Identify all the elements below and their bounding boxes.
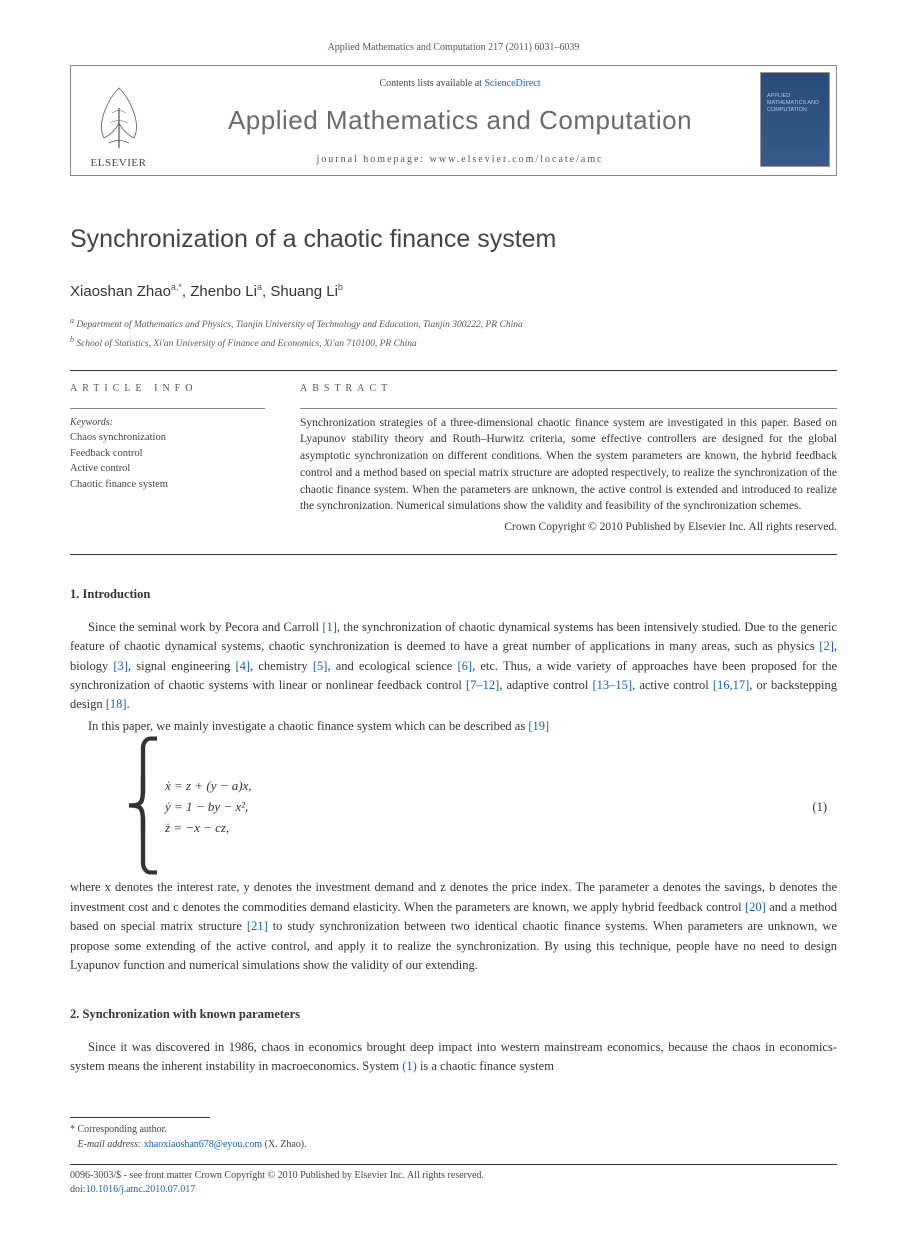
- article-title: Synchronization of a chaotic finance sys…: [70, 221, 837, 259]
- t: is a chaotic finance system: [417, 1059, 554, 1073]
- t: where x denotes the interest rate, y den…: [70, 880, 837, 913]
- publisher-logo-col: ELSEVIER: [71, 66, 166, 175]
- journal-name: Applied Mathematics and Computation: [170, 101, 750, 140]
- header-mid: Contents lists available at ScienceDirec…: [166, 66, 754, 175]
- section-2-head: 2. Synchronization with known parameters: [70, 1005, 837, 1024]
- t: .: [127, 697, 130, 711]
- corresponding-author: * Corresponding author.: [70, 1122, 837, 1137]
- eq-line-2: ẏ = 1 − by − x²,: [165, 797, 252, 818]
- abstract-head: ABSTRACT: [300, 381, 837, 396]
- author-1: Xiaoshan Zhao: [70, 283, 171, 300]
- cite-2[interactable]: [2]: [819, 639, 834, 653]
- keyword-2: Feedback control: [70, 446, 265, 462]
- s2-p1: Since it was discovered in 1986, chaos i…: [70, 1038, 837, 1077]
- keyword-4: Chaotic finance system: [70, 477, 265, 493]
- intro-p1: Since the seminal work by Pecora and Car…: [70, 618, 837, 715]
- affil-b-sup: b: [70, 335, 74, 344]
- contents-prefix: Contents lists available at: [379, 78, 484, 89]
- cite-6[interactable]: [6]: [457, 659, 472, 673]
- t: In this paper, we mainly investigate a c…: [88, 719, 528, 733]
- abstract-copyright: Crown Copyright © 2010 Published by Else…: [300, 519, 837, 536]
- intro-p2: In this paper, we mainly investigate a c…: [70, 717, 837, 736]
- cite-1[interactable]: [1]: [322, 620, 337, 634]
- affiliation-a: a Department of Mathematics and Physics,…: [70, 315, 837, 332]
- affil-b-text: School of Statistics, Xi'an University o…: [76, 340, 416, 350]
- t: Since the seminal work by Pecora and Car…: [88, 620, 322, 634]
- affil-a-sup: a: [70, 316, 74, 325]
- cite-7-12[interactable]: [7–12]: [466, 678, 499, 692]
- doi-link[interactable]: 10.1016/j.amc.2010.07.017: [86, 1184, 196, 1195]
- journal-cover-thumb: APPLIED MATHEMATICS AND COMPUTATION: [760, 72, 830, 167]
- article-info-col: ARTICLE INFO Keywords: Chaos synchroniza…: [70, 381, 265, 536]
- t: , active control: [632, 678, 713, 692]
- t: , and ecological science: [327, 659, 457, 673]
- publisher-name: ELSEVIER: [91, 155, 147, 172]
- journal-reference: Applied Mathematics and Computation 217 …: [70, 40, 837, 55]
- cite-21[interactable]: [21]: [247, 919, 268, 933]
- t: , adaptive control: [499, 678, 592, 692]
- cite-20[interactable]: [20]: [745, 900, 766, 914]
- divider-2: [70, 554, 837, 555]
- author-email[interactable]: xhaoxiaoshan678@eyou.com: [144, 1139, 262, 1150]
- affil-a-text: Department of Mathematics and Physics, T…: [76, 320, 522, 330]
- brace-icon: ⎧⎨⎩: [125, 746, 161, 868]
- doi-line: doi:10.1016/j.amc.2010.07.017: [70, 1183, 837, 1197]
- contents-available: Contents lists available at ScienceDirec…: [170, 76, 750, 91]
- abs-rule: [300, 408, 837, 409]
- t: , signal engineering: [128, 659, 236, 673]
- keyword-3: Active control: [70, 461, 265, 477]
- cite-5[interactable]: [5]: [313, 659, 328, 673]
- divider: [70, 370, 837, 371]
- author-2: Zhenbo Li: [190, 283, 257, 300]
- front-matter: 0096-3003/$ - see front matter Crown Cop…: [70, 1169, 837, 1183]
- journal-homepage: journal homepage: www.elsevier.com/locat…: [170, 152, 750, 167]
- author-3: Shuang Li: [270, 283, 338, 300]
- cite-13-15[interactable]: [13–15]: [593, 678, 633, 692]
- author-3-sup: b: [338, 282, 343, 292]
- eq-ref-1[interactable]: (1): [402, 1059, 417, 1073]
- email-suffix: (X. Zhao).: [262, 1139, 306, 1150]
- email-label: E-mail address:: [78, 1139, 144, 1150]
- authors-line: Xiaoshan Zhaoa,*, Zhenbo Lia, Shuang Lib: [70, 281, 837, 304]
- author-1-sup: a,*: [171, 282, 182, 292]
- sciencedirect-link[interactable]: ScienceDirect: [484, 78, 540, 89]
- homepage-url[interactable]: www.elsevier.com/locate/amc: [430, 154, 604, 165]
- article-info-row: ARTICLE INFO Keywords: Chaos synchroniza…: [70, 381, 837, 536]
- section-1-head: 1. Introduction: [70, 585, 837, 604]
- cite-18[interactable]: [18]: [106, 697, 127, 711]
- cite-19[interactable]: [19]: [528, 719, 549, 733]
- cover-col: APPLIED MATHEMATICS AND COMPUTATION: [754, 66, 836, 175]
- email-line: E-mail address: xhaoxiaoshan678@eyou.com…: [70, 1137, 837, 1152]
- bottom-rule: [70, 1164, 837, 1165]
- elsevier-tree-icon: [84, 78, 154, 153]
- abstract-text: Synchronization strategies of a three-di…: [300, 415, 837, 515]
- abstract-col: ABSTRACT Synchronization strategies of a…: [300, 381, 837, 536]
- cite-16-17[interactable]: [16,17]: [713, 678, 749, 692]
- cite-3[interactable]: [3]: [113, 659, 128, 673]
- intro-p3: where x denotes the interest rate, y den…: [70, 878, 837, 975]
- eq-line-3: ż = −x − cz,: [165, 818, 252, 839]
- article-info-head: ARTICLE INFO: [70, 381, 265, 396]
- author-2-sup: a: [257, 282, 262, 292]
- kw-rule: [70, 408, 265, 409]
- journal-header: ELSEVIER Contents lists available at Sci…: [70, 65, 837, 176]
- eq-body: ẋ = z + (y − a)x, ẏ = 1 − by − x², ż = −…: [165, 776, 252, 838]
- keyword-1: Chaos synchronization: [70, 430, 265, 446]
- t: , chemistry: [250, 659, 313, 673]
- affiliation-b: b School of Statistics, Xi'an University…: [70, 334, 837, 351]
- eq-line-1: ẋ = z + (y − a)x,: [165, 776, 252, 797]
- homepage-label: journal homepage:: [316, 154, 429, 165]
- doi-label: doi:: [70, 1184, 86, 1195]
- eq-number: (1): [812, 798, 827, 817]
- cite-4[interactable]: [4]: [236, 659, 251, 673]
- keywords-label: Keywords:: [70, 415, 265, 430]
- footnote-rule: [70, 1117, 210, 1118]
- equation-1: ⎧⎨⎩ ẋ = z + (y − a)x, ẏ = 1 − by − x², ż…: [125, 746, 837, 868]
